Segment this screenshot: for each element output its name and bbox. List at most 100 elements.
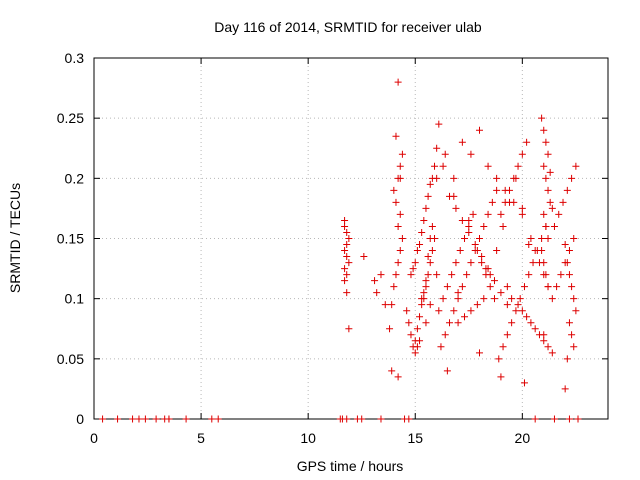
data-point — [542, 222, 550, 230]
data-point — [454, 289, 462, 297]
data-point — [392, 132, 400, 140]
data-point — [398, 150, 406, 158]
data-point — [358, 415, 366, 423]
data-point — [490, 295, 498, 303]
data-point — [574, 415, 582, 423]
x-tick-label: 0 — [90, 430, 98, 446]
data-point — [510, 174, 518, 182]
data-point — [394, 222, 402, 230]
data-point — [345, 259, 353, 267]
data-point — [568, 331, 576, 339]
data-point — [343, 253, 351, 261]
data-point — [565, 271, 573, 279]
y-tick-label: 0.25 — [57, 110, 84, 126]
data-point — [431, 162, 439, 170]
data-point — [428, 222, 436, 230]
data-point — [531, 247, 539, 255]
data-point — [448, 271, 456, 279]
data-point — [548, 349, 556, 357]
data-point — [544, 235, 552, 242]
data-point — [505, 186, 513, 194]
data-point — [512, 307, 520, 315]
data-point — [555, 210, 563, 218]
data-point — [396, 162, 404, 170]
data-point — [480, 222, 488, 230]
data-point — [572, 307, 580, 315]
data-point — [405, 415, 413, 423]
data-point — [490, 277, 498, 285]
data-point — [540, 337, 548, 345]
data-point — [497, 373, 505, 381]
data-point — [141, 415, 149, 423]
data-point — [345, 325, 353, 333]
data-point — [563, 259, 571, 267]
data-point — [563, 355, 571, 363]
data-point — [407, 331, 415, 339]
data-point — [426, 180, 434, 188]
data-point — [394, 373, 402, 381]
x-tick-label: 20 — [515, 430, 531, 446]
data-point — [428, 247, 436, 255]
data-point — [360, 253, 368, 261]
data-point — [452, 259, 460, 267]
data-point — [518, 204, 526, 212]
data-point — [563, 186, 571, 194]
data-point — [461, 235, 469, 242]
data-point — [392, 198, 400, 206]
data-point — [501, 198, 509, 206]
data-point — [439, 295, 447, 303]
data-point — [542, 174, 550, 182]
data-point — [568, 283, 576, 291]
data-point — [458, 138, 466, 146]
data-point — [546, 168, 554, 176]
data-point — [488, 198, 496, 206]
data-point — [465, 222, 473, 230]
data-point — [531, 325, 539, 333]
data-point — [396, 210, 404, 218]
data-point — [514, 301, 522, 309]
data-point — [420, 289, 428, 297]
y-tick-label: 0.2 — [65, 170, 85, 186]
data-point — [435, 307, 443, 315]
data-point — [420, 216, 428, 224]
data-point — [508, 295, 516, 303]
chart-title: Day 116 of 2014, SRMTID for receiver ula… — [214, 19, 482, 35]
data-point — [538, 247, 546, 255]
data-point — [403, 307, 411, 315]
data-point — [561, 241, 569, 249]
data-point — [416, 337, 424, 345]
data-point — [454, 319, 462, 327]
data-point — [540, 331, 548, 339]
data-point — [390, 283, 398, 291]
data-point — [570, 343, 578, 351]
data-point — [398, 235, 406, 242]
axis-ticks: 0 0.05 0.1 0.15 0.2 0.25 0.3 0 5 10 15 20 — [57, 50, 608, 446]
data-point — [523, 313, 531, 321]
data-point — [461, 313, 469, 321]
data-point — [525, 271, 533, 279]
data-point — [493, 174, 501, 182]
data-point — [559, 198, 567, 206]
data-point — [424, 271, 432, 279]
data-point — [471, 241, 479, 249]
data-point — [544, 150, 552, 158]
data-point — [388, 367, 396, 375]
data-point — [381, 301, 389, 309]
data-point — [433, 144, 441, 152]
data-point — [446, 319, 454, 327]
data-point — [499, 222, 507, 230]
data-point — [443, 283, 451, 291]
data-point — [422, 277, 430, 285]
data-point — [450, 307, 458, 315]
data-point — [405, 319, 413, 327]
data-point — [396, 174, 404, 182]
data-point — [550, 415, 558, 423]
x-tick-label: 5 — [197, 430, 205, 446]
data-point — [454, 295, 462, 303]
data-point — [514, 162, 522, 170]
data-point — [495, 355, 503, 363]
data-point — [426, 301, 434, 309]
data-point — [467, 259, 475, 267]
data-point — [465, 216, 473, 224]
data-point — [508, 319, 516, 327]
